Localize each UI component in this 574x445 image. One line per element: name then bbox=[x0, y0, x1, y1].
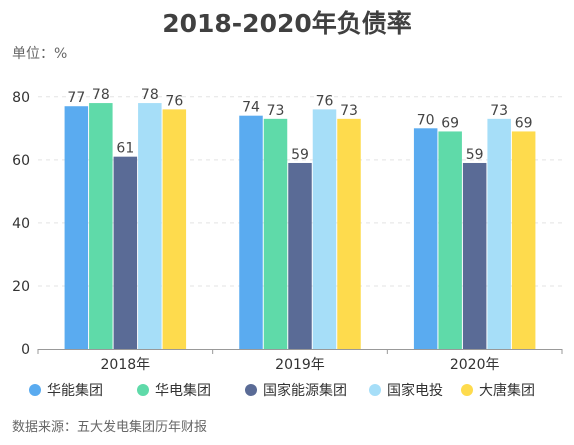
chart-title: 2018-2020年负债率 bbox=[162, 9, 412, 38]
data-label: 77 bbox=[67, 90, 85, 106]
legend-item[interactable]: 大唐集团 bbox=[461, 382, 535, 399]
legend-marker bbox=[245, 384, 257, 396]
data-label: 76 bbox=[165, 93, 183, 109]
source-note: 数据来源：五大发电集团历年财报 bbox=[12, 419, 207, 435]
x-tick-label: 2020年 bbox=[450, 357, 500, 373]
bar bbox=[288, 162, 312, 349]
bar bbox=[438, 131, 462, 349]
data-label: 78 bbox=[141, 87, 159, 103]
data-label: 61 bbox=[116, 141, 134, 157]
data-label: 78 bbox=[92, 87, 110, 103]
y-tick-label: 60 bbox=[12, 153, 30, 169]
bar bbox=[239, 115, 263, 350]
bar bbox=[162, 109, 187, 350]
legend-marker bbox=[29, 384, 41, 396]
bar bbox=[312, 109, 337, 350]
x-axis: 2018年 2019年 2020年 bbox=[37, 349, 563, 373]
legend-label: 华能集团 bbox=[47, 382, 103, 399]
data-label: 74 bbox=[242, 100, 260, 116]
legend-item[interactable]: 华电集团 bbox=[137, 382, 211, 399]
y-axis: 0 20 40 60 80 bbox=[12, 90, 30, 358]
legend-item[interactable]: 国家电投 bbox=[369, 382, 443, 399]
bar bbox=[462, 162, 487, 349]
legend-label: 华电集团 bbox=[155, 382, 211, 399]
data-label: 59 bbox=[466, 147, 484, 163]
data-label: 73 bbox=[267, 103, 285, 119]
legend-marker bbox=[461, 384, 473, 396]
y-tick-label: 0 bbox=[21, 342, 30, 358]
data-label: 76 bbox=[316, 93, 334, 109]
bar bbox=[511, 131, 536, 349]
bar bbox=[64, 106, 89, 349]
legend-label: 大唐集团 bbox=[479, 382, 535, 399]
data-label: 73 bbox=[340, 103, 358, 119]
legend-label: 国家能源集团 bbox=[263, 382, 347, 399]
legend-marker bbox=[137, 384, 149, 396]
bar bbox=[113, 156, 138, 349]
legend-marker bbox=[369, 384, 381, 396]
bar bbox=[89, 103, 113, 349]
bar bbox=[337, 118, 361, 349]
x-tick-label: 2019年 bbox=[275, 357, 325, 373]
data-label: 73 bbox=[490, 103, 508, 119]
x-tick-label: 2018年 bbox=[101, 357, 151, 373]
data-label: 69 bbox=[515, 115, 533, 131]
data-label: 69 bbox=[441, 115, 459, 131]
data-label: 70 bbox=[417, 112, 435, 128]
bar bbox=[413, 128, 438, 349]
data-label: 59 bbox=[291, 147, 309, 163]
y-tick-label: 40 bbox=[12, 216, 30, 232]
bar bbox=[487, 118, 511, 349]
y-tick-label: 20 bbox=[12, 279, 30, 295]
legend-item[interactable]: 华能集团 bbox=[29, 382, 103, 399]
legend: 华能集团 华电集团 国家能源集团 国家电投 大唐集团 bbox=[29, 382, 535, 399]
bar bbox=[263, 118, 288, 349]
unit-label: 单位：% bbox=[12, 46, 67, 62]
legend-item[interactable]: 国家能源集团 bbox=[245, 382, 347, 399]
bar bbox=[138, 103, 162, 349]
legend-label: 国家电投 bbox=[387, 382, 443, 399]
bars: 77 78 61 78 76 74 73 59 76 73 70 69 59 73 69 bbox=[64, 87, 536, 350]
y-tick-label: 80 bbox=[12, 90, 30, 106]
